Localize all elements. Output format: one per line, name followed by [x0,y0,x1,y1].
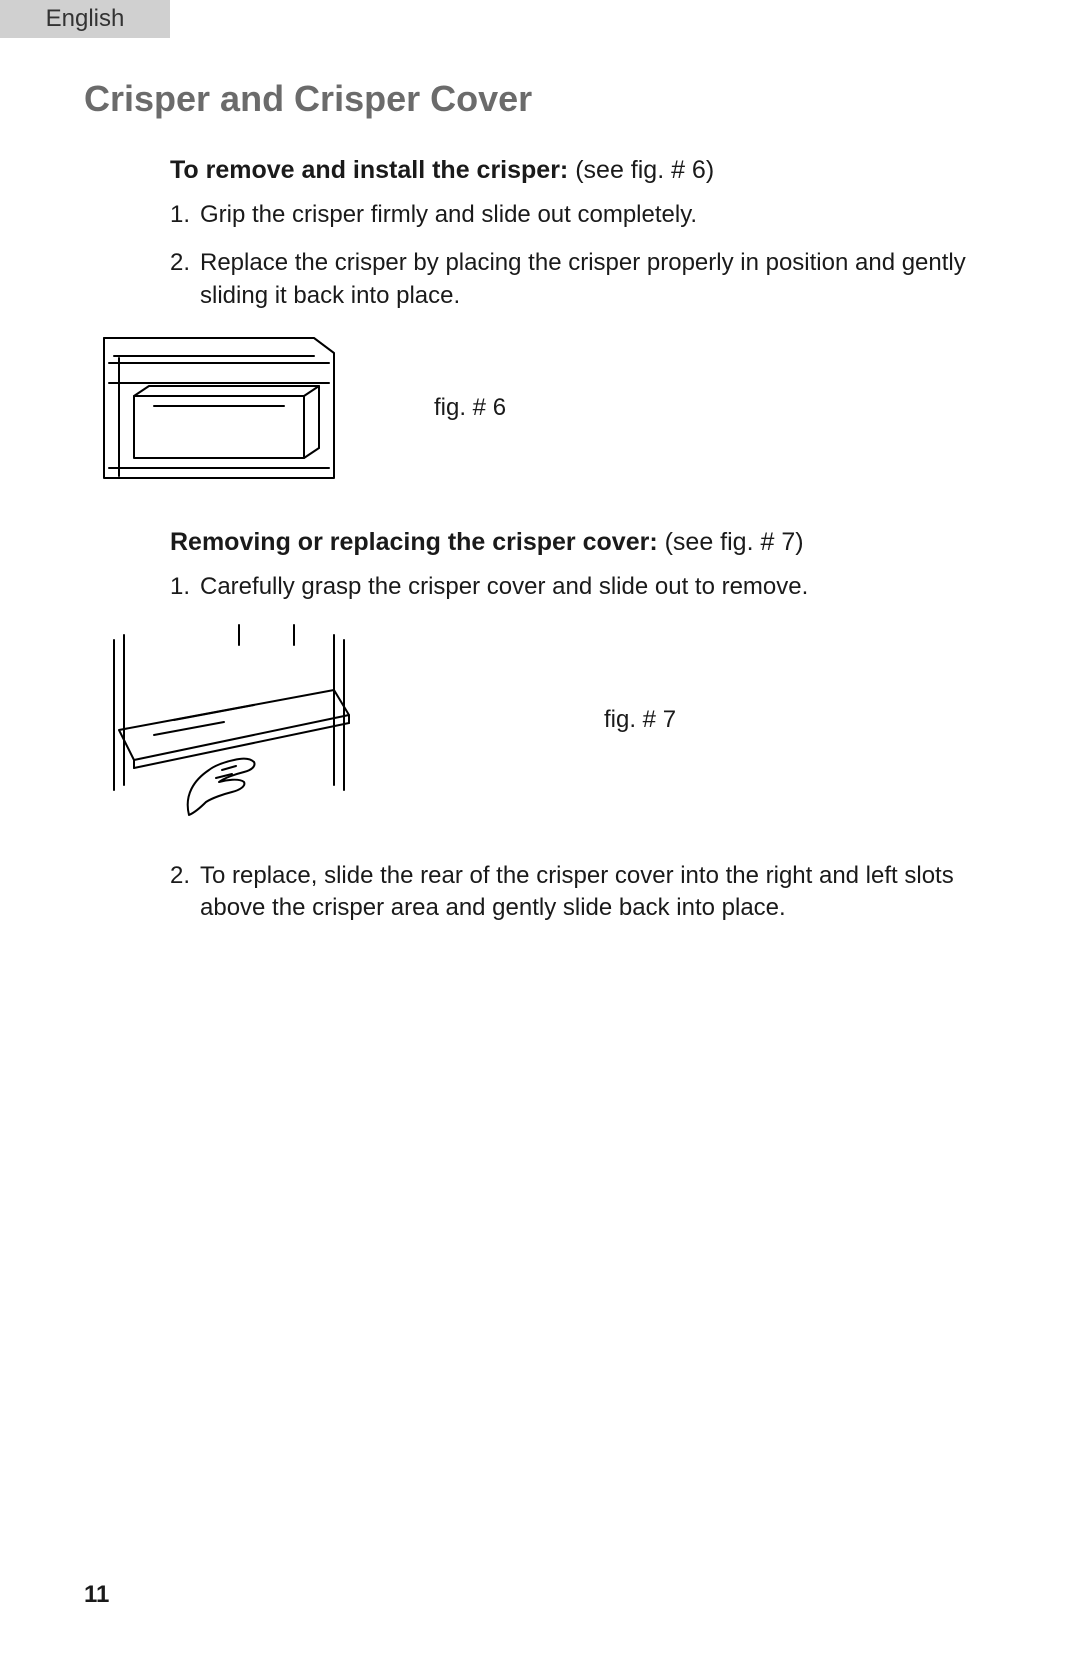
language-tab: English [0,0,170,38]
figure-7-row: fig. # 7 [84,620,1000,820]
list-item: 2. To replace, slide the rear of the cri… [170,860,1000,925]
step-text: Carefully grasp the crisper cover and sl… [200,571,1000,603]
list-item: 2. Replace the crisper by placing the cr… [170,247,1000,312]
subheading-crisper-cover: Removing or replacing the crisper cover:… [170,528,1000,557]
subheading-ref: (see fig. # 6) [568,156,714,184]
step-number: 2. [170,860,200,925]
steps-list-2b: 2. To replace, slide the rear of the cri… [170,860,1000,925]
step-text: To replace, slide the rear of the crispe… [200,860,1000,925]
page-content: Crisper and Crisper Cover To remove and … [84,78,1000,940]
steps-list-1: 1. Grip the crisper firmly and slide out… [170,199,1000,312]
content-column: To remove and install the crisper: (see … [84,156,1000,924]
page-number: 11 [84,1581,109,1609]
list-item: 1. Carefully grasp the crisper cover and… [170,571,1000,603]
section-title: Crisper and Crisper Cover [84,78,1000,120]
step-number: 1. [170,571,200,603]
list-item: 1. Grip the crisper firmly and slide out… [170,199,1000,231]
figure-6-caption: fig. # 6 [434,394,506,422]
steps-list-2a: 1. Carefully grasp the crisper cover and… [170,571,1000,603]
figure-7-caption: fig. # 7 [604,706,676,734]
subheading-crisper: To remove and install the crisper: (see … [170,156,1000,185]
step-text: Grip the crisper firmly and slide out co… [200,199,1000,231]
step-number: 2. [170,247,200,312]
subheading-bold: Removing or replacing the crisper cover: [170,528,658,556]
step-text: Replace the crisper by placing the crisp… [200,247,1000,312]
subheading-ref: (see fig. # 7) [658,528,804,556]
figure-6-row: fig. # 6 [84,328,1000,488]
step-number: 1. [170,199,200,231]
crisper-cover-hand-icon [84,620,364,820]
crisper-drawer-icon [84,328,344,488]
subheading-bold: To remove and install the crisper: [170,156,568,184]
